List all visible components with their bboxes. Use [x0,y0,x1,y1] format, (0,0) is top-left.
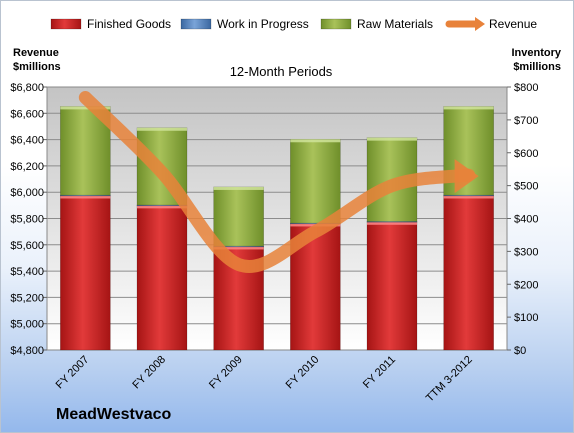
bar-finished-goods [366,221,418,351]
left-tick-label: $6,000 [10,187,44,199]
bar-cap [290,139,341,143]
bar-cap [443,195,494,199]
bar-cap [137,127,187,131]
bar-cap [60,106,111,110]
right-axis-label-line-2: $millions [513,61,561,73]
legend-label: Work in Progress [217,17,309,31]
left-axis-label-line-1: Revenue [13,47,59,59]
bar-cap [60,195,111,199]
left-tick-label: $5,400 [10,266,44,278]
left-tick-label: $5,000 [10,319,44,331]
legend-swatch [320,18,352,30]
legend-swatch [50,18,82,30]
right-tick-label: $200 [514,279,538,291]
right-tick-label: $100 [514,312,538,324]
left-tick-label: $6,400 [10,135,44,147]
legend-label: Raw Materials [357,17,433,31]
bar-cap [213,186,264,190]
legend: Finished Goods Work in Progress Raw Materi… [50,17,537,31]
revenue-arrowhead [454,159,479,194]
right-tick-label: $700 [514,115,538,127]
bar-cap [367,221,417,225]
left-tick-label: $5,200 [10,292,44,304]
legend-label: Revenue [489,17,537,31]
category-label: FY 2009 [207,354,245,392]
legend-label: Finished Goods [87,17,171,31]
left-tick-label: $6,600 [10,108,44,120]
company-name: MeadWestvaco [56,406,172,423]
right-tick-label: $500 [514,181,538,193]
left-tick-label: $4,800 [10,345,44,357]
bar-finished-goods [443,195,494,351]
right-tick-label: $400 [514,214,538,226]
category-label: TTM 3-2012 [424,354,475,405]
bar-raw-materials [213,186,264,247]
legend-arrowhead [475,17,485,31]
right-tick-label: $0 [514,345,526,357]
bar-finished-goods [136,205,188,351]
category-label: FY 2008 [130,354,168,392]
right-axis-label-line-1: Inventory [511,47,561,59]
left-tick-label: $6,200 [10,161,44,173]
category-label: FY 2010 [284,354,322,392]
category-label: FY 2007 [54,354,92,392]
bar-finished-goods [60,195,111,351]
bar-cap [137,205,187,209]
left-axis-label-line-2: $millions [13,61,61,73]
chart-title: 12-Month Periods [230,64,333,79]
left-tick-label: $5,600 [10,240,44,252]
bar-cap [443,106,494,110]
right-tick-label: $300 [514,246,538,258]
plot-area: $4,800 $5,000 $5,200 $5,400 $5,600 $5,800 $6,0… [10,82,538,404]
legend-swatch [180,18,212,30]
bar-cap [367,137,417,141]
bar-cap [213,246,264,250]
bar-raw-materials [290,138,341,224]
revenue-line [78,91,476,273]
right-tick-label: $800 [514,82,538,94]
left-tick-label: $5,800 [10,214,44,226]
right-tick-label: $600 [514,148,538,160]
category-label: FY 2011 [361,354,398,391]
left-tick-label: $6,800 [10,82,44,94]
